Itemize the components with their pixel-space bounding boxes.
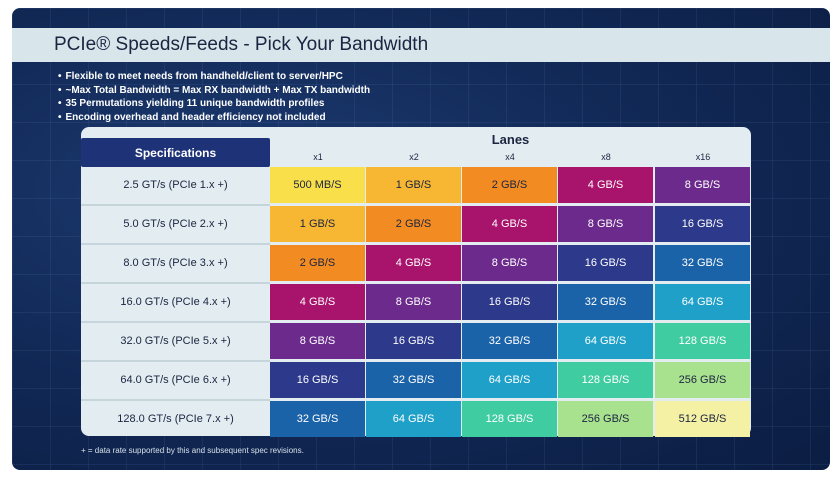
bandwidth-cell: 16 GB/S (558, 245, 653, 281)
bandwidth-cell: 8 GB/S (462, 245, 557, 281)
bandwidth-cell: 1 GB/S (366, 167, 461, 203)
spec-row-label: 32.0 GT/s (PCIe 5.x +) (120, 335, 231, 347)
bandwidth-cell: 64 GB/S (462, 362, 557, 398)
bandwidth-cell: 16 GB/S (462, 284, 557, 320)
bullet-item: 35 Permutations yielding 11 unique bandw… (58, 97, 370, 111)
bandwidth-cell: 4 GB/S (366, 245, 461, 281)
title-bar: PCIe® Speeds/Feeds - Pick Your Bandwidth (12, 28, 830, 62)
bullet-list: Flexible to meet needs from handheld/cli… (58, 70, 371, 125)
bandwidth-cell: 32 GB/S (462, 323, 557, 359)
row-divider (81, 243, 270, 245)
bandwidth-cell: 128 GB/S (655, 323, 750, 359)
bandwidth-cell: 256 GB/S (558, 401, 653, 437)
bullet-item: Flexible to meet needs from handheld/cli… (58, 70, 370, 84)
bandwidth-cell: 256 GB/S (655, 362, 750, 398)
bandwidth-cell: 128 GB/S (558, 362, 653, 398)
row-divider (81, 360, 270, 362)
bandwidth-cell: 16 GB/S (655, 206, 750, 242)
row-divider (81, 321, 270, 323)
spec-row-label: 16.0 GT/s (PCIe 4.x +) (120, 296, 231, 308)
bandwidth-cell: 500 MB/S (270, 167, 365, 203)
row-divider (81, 399, 270, 401)
lanes-header: Lanes (491, 132, 530, 147)
lane-header-x4: x4 (505, 152, 515, 162)
lane-header-x16: x16 (695, 152, 711, 162)
spec-row-label: 128.0 GT/s (PCIe 7.x +) (117, 413, 234, 425)
spec-row-label: 2.5 GT/s (PCIe 1.x +) (123, 179, 228, 191)
lane-header-x2: x2 (409, 152, 419, 162)
slide: PCIe® Speeds/Feeds - Pick Your Bandwidth… (12, 8, 830, 470)
bandwidth-cell: 16 GB/S (366, 323, 461, 359)
bandwidth-cell: 4 GB/S (558, 167, 653, 203)
bullet-item: ~Max Total Bandwidth = Max RX bandwidth … (58, 84, 371, 98)
bandwidth-cell: 8 GB/S (558, 206, 653, 242)
bandwidth-cell: 4 GB/S (270, 284, 365, 320)
bandwidth-cell: 8 GB/S (270, 323, 365, 359)
bandwidth-cell: 64 GB/S (558, 323, 653, 359)
bandwidth-cell: 32 GB/S (655, 245, 750, 281)
bandwidth-cell: 16 GB/S (270, 362, 365, 398)
bandwidth-cell: 64 GB/S (655, 284, 750, 320)
bandwidth-cell: 512 GB/S (655, 401, 750, 437)
bandwidth-cell: 4 GB/S (462, 206, 557, 242)
bandwidth-cell: 64 GB/S (366, 401, 461, 437)
lane-header-x1: x1 (313, 152, 323, 162)
bandwidth-cell: 32 GB/S (558, 284, 653, 320)
lane-header-x8: x8 (601, 152, 611, 162)
bullet-item: Encoding overhead and header efficiency … (58, 111, 370, 125)
spec-row-label: 5.0 GT/s (PCIe 2.x +) (123, 218, 228, 230)
bandwidth-cell: 8 GB/S (655, 167, 750, 203)
slide-title: PCIe® Speeds/Feeds - Pick Your Bandwidth (54, 34, 429, 55)
bandwidth-cell: 32 GB/S (366, 362, 461, 398)
bandwidth-cell: 2 GB/S (462, 167, 557, 203)
row-divider (81, 204, 270, 206)
row-divider (81, 282, 270, 284)
bandwidth-cell: 32 GB/S (270, 401, 365, 437)
bandwidth-cell: 128 GB/S (462, 401, 557, 437)
bandwidth-cell: 1 GB/S (270, 206, 365, 242)
bandwidth-cell: 8 GB/S (366, 284, 461, 320)
spec-row-label: 64.0 GT/s (PCIe 6.x +) (120, 374, 231, 386)
bandwidth-cell: 2 GB/S (366, 206, 461, 242)
footnote: + = data rate supported by this and subs… (81, 446, 304, 455)
spec-row-label: 8.0 GT/s (PCIe 3.x +) (123, 257, 228, 269)
specifications-header: Specifications (81, 138, 270, 167)
bandwidth-cell: 2 GB/S (270, 245, 365, 281)
